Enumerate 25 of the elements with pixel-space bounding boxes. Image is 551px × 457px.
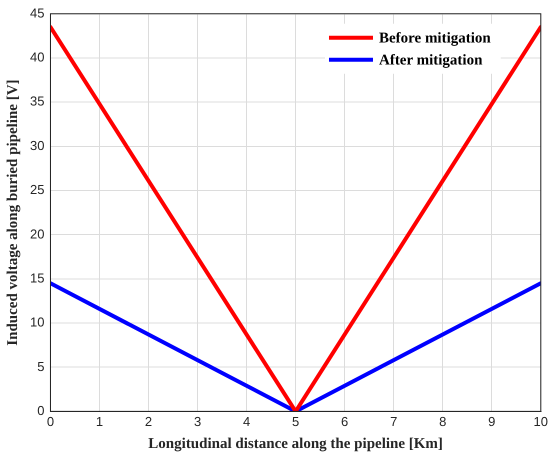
y-tick-label: 5 xyxy=(37,358,44,374)
x-tick-label: 0 xyxy=(46,414,54,429)
x-tick-label: 9 xyxy=(488,414,496,429)
y-tick-label: 15 xyxy=(30,270,44,286)
x-tick-label: 6 xyxy=(341,414,348,429)
y-tick-label: 45 xyxy=(30,5,44,20)
legend-label: Before mitigation xyxy=(378,30,492,47)
x-tick-label: 7 xyxy=(390,414,398,429)
y-axis-title: Induced voltage along buried pipeline [V] xyxy=(4,79,21,346)
y-tick-label: 25 xyxy=(30,182,44,198)
y-tick-label: 0 xyxy=(37,402,44,418)
x-tick-label: 2 xyxy=(144,414,152,429)
y-tick-label: 30 xyxy=(30,138,44,153)
legend-label: After mitigation xyxy=(378,52,484,69)
x-tick-label: 1 xyxy=(96,414,104,429)
y-tick-label: 40 xyxy=(30,50,44,65)
y-tick-label: 20 xyxy=(30,226,44,242)
x-tick-label: 5 xyxy=(292,414,300,429)
x-tick-label: 8 xyxy=(439,414,446,429)
x-tick-label: 10 xyxy=(534,414,548,429)
x-tick-label: 4 xyxy=(242,414,250,429)
x-tick-label: 3 xyxy=(194,414,202,429)
y-tick-label: 35 xyxy=(30,94,44,109)
y-tick-label: 10 xyxy=(30,314,44,330)
x-axis-title: Longitudinal distance along the pipeline [Km] xyxy=(148,436,443,452)
